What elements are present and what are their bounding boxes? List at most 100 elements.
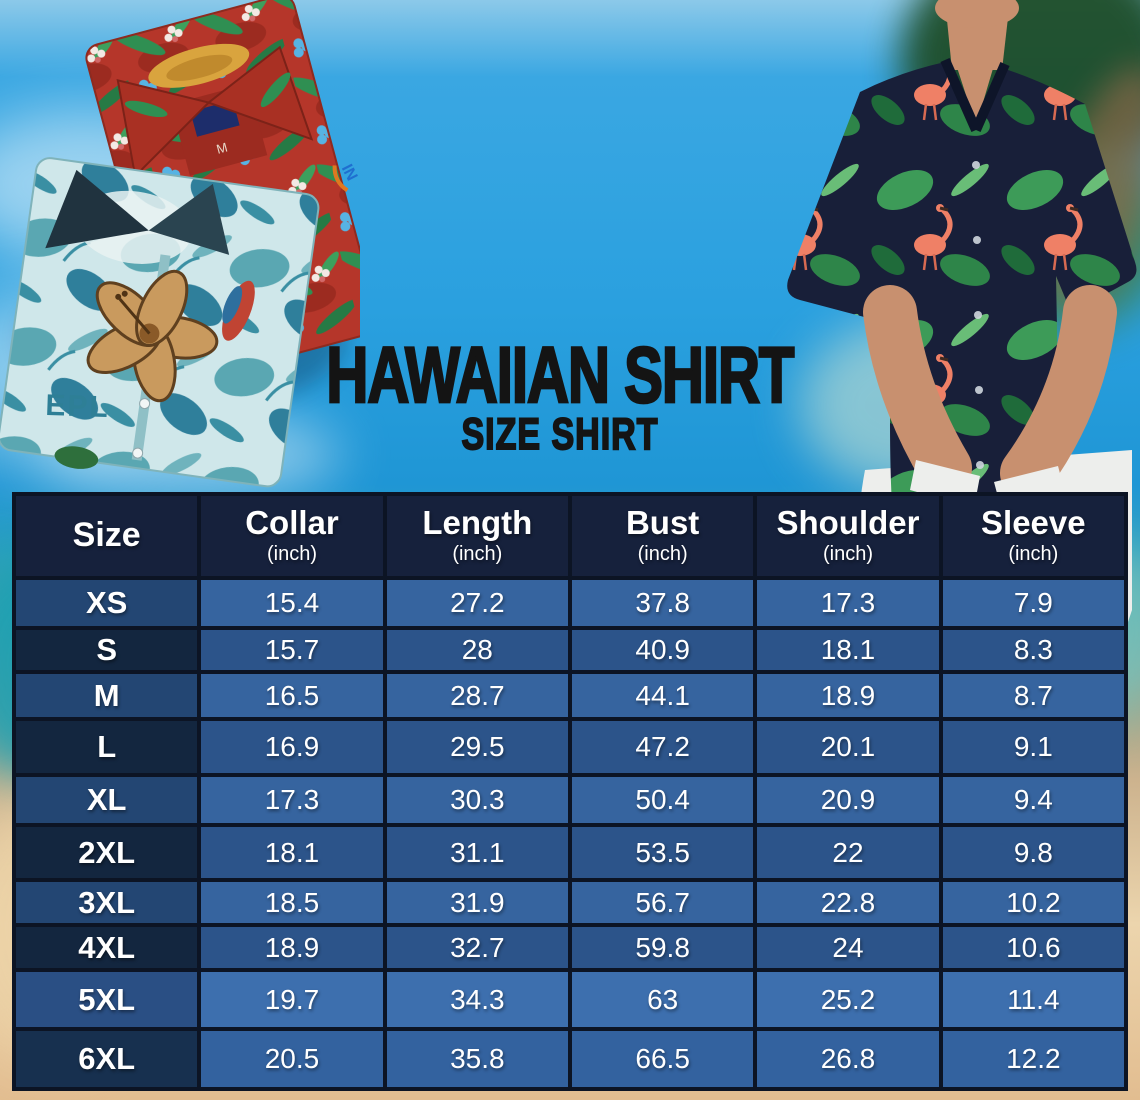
cell-s-shoulder: 18.1 [753,626,943,674]
column-header-sleeve: Sleeve (inch) [938,492,1129,580]
column-unit: (inch) [822,542,873,565]
cell-xl-sleeve: 9.4 [938,773,1129,827]
cell-4xl-sleeve: 10.6 [938,923,1129,972]
cell-3xl-sleeve: 10.2 [938,878,1129,927]
cell-6xl-sleeve: 12.2 [938,1027,1129,1091]
table-row-2xl: 2XL 18.1 31.1 53.5 22 9.8 [11,823,1129,882]
table-row-xs: XS 15.4 27.2 37.8 17.3 7.9 [11,576,1129,630]
cell-l-shoulder: 20.1 [753,717,943,777]
cell-4xl-length: 32.7 [382,923,572,972]
column-label: Size [72,516,141,555]
page-title: HAWAIIAN SHIRT [325,331,795,421]
column-label: Collar [245,504,339,542]
table-row-3xl: 3XL 18.5 31.9 56.7 22.8 10.2 [11,878,1129,927]
cell-xl-shoulder: 20.9 [753,773,943,827]
folded-shirts-photo: M IN [0,0,360,488]
size-label-6xl: 6XL [11,1027,202,1091]
red-shirt-size-tag: M [215,140,229,157]
table-header-row: Size Collar (inch) Length (inch) Bust (inch) Sh… [11,492,1129,580]
column-unit: (inch) [452,542,503,565]
cell-2xl-sleeve: 9.8 [938,823,1129,882]
cell-s-length: 28 [382,626,572,674]
column-unit: (inch) [637,542,688,565]
cell-2xl-shoulder: 22 [753,823,943,882]
column-header-bust: Bust (inch) [567,492,758,580]
cell-xs-shoulder: 17.3 [753,576,943,630]
cell-5xl-shoulder: 25.2 [753,968,943,1031]
cell-xs-collar: 15.4 [197,576,387,630]
cell-xs-sleeve: 7.9 [938,576,1129,630]
cell-2xl-collar: 18.1 [197,823,387,882]
chest-skin [953,55,997,126]
cell-l-sleeve: 9.1 [938,717,1129,777]
column-header-size: Size [11,492,202,580]
table-row-m: M 16.5 28.7 44.1 18.9 8.7 [11,670,1129,721]
cell-2xl-length: 31.1 [382,823,572,882]
cell-3xl-length: 31.9 [382,878,572,927]
cell-m-bust: 44.1 [567,670,758,721]
cell-xl-length: 30.3 [382,773,572,827]
column-label: Sleeve [981,504,1086,542]
cell-s-bust: 40.9 [567,626,758,674]
title-block: HAWAIIAN SHIRT SIZE SHIRT [310,331,810,484]
cell-6xl-bust: 66.5 [567,1027,758,1091]
size-label-5xl: 5XL [11,968,202,1031]
cell-xs-length: 27.2 [382,576,572,630]
cell-3xl-collar: 18.5 [197,878,387,927]
cell-l-bust: 47.2 [567,717,758,777]
cell-3xl-bust: 56.7 [567,878,758,927]
table-row-5xl: 5XL 19.7 34.3 63 25.2 11.4 [11,968,1129,1031]
cell-6xl-collar: 20.5 [197,1027,387,1091]
size-label-2xl: 2XL [11,823,202,882]
cell-5xl-collar: 19.7 [197,968,387,1031]
table-header: Size Collar (inch) Length (inch) Bust (inch) Sh… [11,492,1129,580]
column-label: Shoulder [776,504,920,542]
cell-m-shoulder: 18.9 [753,670,943,721]
cell-5xl-sleeve: 11.4 [938,968,1129,1031]
table-row-4xl: 4XL 18.9 32.7 59.8 24 10.6 [11,923,1129,972]
size-label-3xl: 3XL [11,878,202,927]
cell-4xl-shoulder: 24 [753,923,943,972]
column-header-collar: Collar (inch) [197,492,387,580]
cell-6xl-length: 35.8 [382,1027,572,1091]
cell-l-collar: 16.9 [197,717,387,777]
cell-xl-bust: 50.4 [567,773,758,827]
column-label: Length [422,504,533,542]
column-unit: (inch) [1008,542,1059,565]
page-subtitle: SIZE SHIRT [461,409,659,460]
hibiscus-flower [86,269,219,403]
cell-4xl-collar: 18.9 [197,923,387,972]
svg-text:IN: IN [338,162,360,184]
cell-s-collar: 15.7 [197,626,387,674]
size-label-xl: XL [11,773,202,827]
left-forearm [863,285,972,495]
size-label-m: M [11,670,202,721]
column-label: Bust [625,504,700,542]
cell-3xl-shoulder: 22.8 [753,878,943,927]
size-label-xs: XS [11,576,202,630]
cell-l-length: 29.5 [382,717,572,777]
cell-xl-collar: 17.3 [197,773,387,827]
teal-shirt-print-text: EPL [45,389,110,424]
table-row-s: S 15.7 28 40.9 18.1 8.3 [11,626,1129,674]
cell-m-sleeve: 8.7 [938,670,1129,721]
cell-2xl-bust: 53.5 [567,823,758,882]
cell-5xl-bust: 63 [567,968,758,1031]
collar [940,57,1010,133]
teal-hawaiian-shirt: EPL [0,157,320,488]
size-label-4xl: 4XL [11,923,202,972]
sleeve-logo: IN [332,162,360,193]
column-header-shoulder: Shoulder (inch) [753,492,943,580]
column-header-length: Length (inch) [382,492,572,580]
cell-m-collar: 16.5 [197,670,387,721]
cell-m-length: 28.7 [382,670,572,721]
cell-6xl-shoulder: 26.8 [753,1027,943,1091]
column-unit: (inch) [266,542,317,565]
cell-5xl-length: 34.3 [382,968,572,1031]
right-forearm [1000,285,1117,500]
table-row-l: L 16.9 29.5 47.2 20.1 9.1 [11,717,1129,777]
table-row-xl: XL 17.3 30.3 50.4 20.9 9.4 [11,773,1129,827]
cell-4xl-bust: 59.8 [567,923,758,972]
table-body: XS 15.4 27.2 37.8 17.3 7.9 S 15.7 28 40.9 18.1 8.3 M… [11,576,1129,1091]
